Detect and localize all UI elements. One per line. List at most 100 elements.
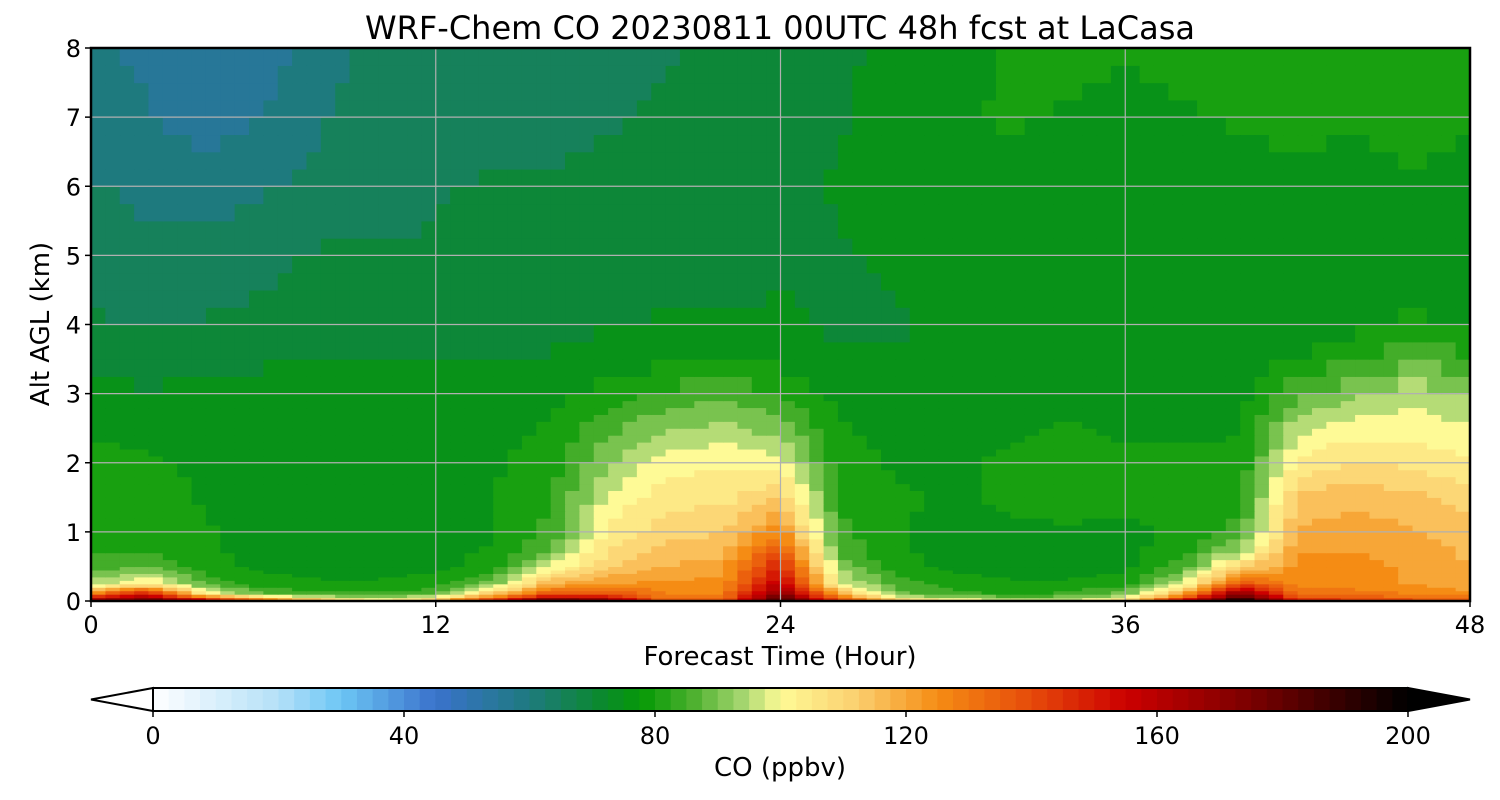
- heatmap-cell: [1311, 490, 1327, 498]
- heatmap-cell: [1383, 580, 1399, 585]
- heatmap-cell: [435, 414, 451, 422]
- heatmap-cell: [679, 151, 695, 170]
- heatmap-cell: [435, 168, 451, 187]
- heatmap-cell: [1297, 203, 1313, 222]
- heatmap-cell: [1168, 573, 1184, 578]
- heatmap-cell: [1441, 476, 1457, 485]
- heatmap-cell: [177, 341, 193, 360]
- heatmap-cell: [1383, 559, 1399, 568]
- heatmap-cell: [521, 407, 537, 415]
- heatmap-cell: [809, 590, 825, 595]
- heatmap-cell: [1197, 324, 1213, 343]
- heatmap-cell: [895, 289, 911, 308]
- heatmap-cell: [694, 545, 710, 554]
- heatmap-cell: [651, 590, 667, 595]
- heatmap-cell: [421, 490, 437, 498]
- heatmap-cell: [651, 421, 667, 429]
- heatmap-cell: [1010, 407, 1026, 415]
- heatmap-cell: [1153, 580, 1169, 585]
- heatmap-cell: [162, 272, 178, 291]
- heatmap-cell: [1326, 324, 1342, 343]
- heatmap-cell: [1340, 538, 1356, 547]
- heatmap-cell: [636, 590, 652, 595]
- heatmap-cell: [249, 483, 264, 491]
- heatmap-cell: [1240, 511, 1256, 519]
- heatmap-cell: [1326, 583, 1342, 588]
- heatmap-cell: [450, 524, 466, 533]
- heatmap-cell: [1182, 569, 1198, 574]
- heatmap-cell: [234, 573, 250, 578]
- heatmap-cell: [866, 511, 882, 519]
- heatmap-cell: [651, 583, 667, 588]
- heatmap-cell: [1398, 341, 1414, 360]
- heatmap-cell: [249, 511, 264, 519]
- heatmap-cell: [1168, 511, 1184, 519]
- heatmap-cell: [119, 442, 135, 450]
- heatmap-cell: [995, 220, 1011, 239]
- heatmap-cell: [177, 421, 193, 429]
- heatmap-cell: [478, 393, 494, 402]
- heatmap-cell: [435, 552, 451, 561]
- heatmap-cell: [1412, 490, 1428, 498]
- heatmap-cell: [392, 476, 408, 485]
- heatmap-cell: [407, 324, 422, 343]
- heatmap-cell: [1455, 272, 1470, 291]
- heatmap-cell: [292, 289, 308, 308]
- heatmap-cell: [1297, 497, 1313, 505]
- heatmap-cell: [1240, 462, 1256, 471]
- heatmap-cell: [723, 134, 738, 153]
- heatmap-cell: [1168, 428, 1184, 436]
- heatmap-cell: [622, 238, 638, 256]
- heatmap-cell: [1326, 341, 1342, 360]
- heatmap-cell: [363, 272, 379, 291]
- heatmap-cell: [794, 504, 810, 512]
- heatmap-cell: [622, 566, 638, 571]
- heatmap-cell: [435, 524, 451, 533]
- heatmap-cell: [1311, 462, 1327, 471]
- heatmap-cell: [105, 341, 121, 360]
- heatmap-cell: [737, 272, 753, 291]
- heatmap-cell: [292, 455, 308, 464]
- heatmap-cell: [723, 559, 738, 568]
- heatmap-cell: [909, 134, 925, 153]
- heatmap-cell: [464, 272, 480, 291]
- heatmap-cell: [148, 583, 164, 588]
- heatmap-cell: [852, 407, 868, 415]
- heatmap-cell: [1254, 524, 1270, 533]
- heatmap-cell: [679, 414, 695, 422]
- heatmap-cell: [1369, 341, 1385, 360]
- heatmap-cell: [493, 573, 509, 578]
- heatmap-cell: [1139, 307, 1155, 326]
- heatmap-cell: [363, 203, 379, 222]
- heatmap-cell: [1412, 597, 1428, 601]
- heatmap-cell: [378, 573, 394, 578]
- heatmap-cell: [292, 552, 308, 561]
- heatmap-cell: [450, 462, 466, 471]
- heatmap-cell: [881, 168, 897, 187]
- heatmap-cell: [924, 307, 940, 326]
- heatmap-cell: [723, 524, 738, 533]
- heatmap-cell: [1455, 186, 1470, 205]
- heatmap-cell: [809, 238, 825, 256]
- heatmap-cell: [162, 462, 178, 471]
- heatmap-cell: [91, 393, 106, 402]
- heatmap-cell: [636, 476, 652, 485]
- heatmap-cell: [335, 186, 351, 205]
- heatmap-cell: [1053, 359, 1069, 377]
- heatmap-cell: [622, 545, 638, 554]
- heatmap-cell: [1039, 220, 1055, 239]
- heatmap-cell: [780, 324, 796, 343]
- heatmap-cell: [967, 594, 983, 599]
- heatmap-cell: [435, 238, 451, 256]
- heatmap-cell: [694, 220, 710, 239]
- heatmap-cell: [263, 428, 279, 436]
- heatmap-cell: [1441, 442, 1457, 450]
- heatmap-cell: [622, 186, 638, 205]
- heatmap-cell: [1297, 455, 1313, 464]
- heatmap-cell: [1168, 307, 1184, 326]
- heatmap-cell: [191, 359, 207, 377]
- heatmap-cell: [1326, 524, 1342, 533]
- heatmap-cell: [981, 272, 997, 291]
- heatmap-cell: [837, 134, 853, 153]
- heatmap-cell: [421, 428, 437, 436]
